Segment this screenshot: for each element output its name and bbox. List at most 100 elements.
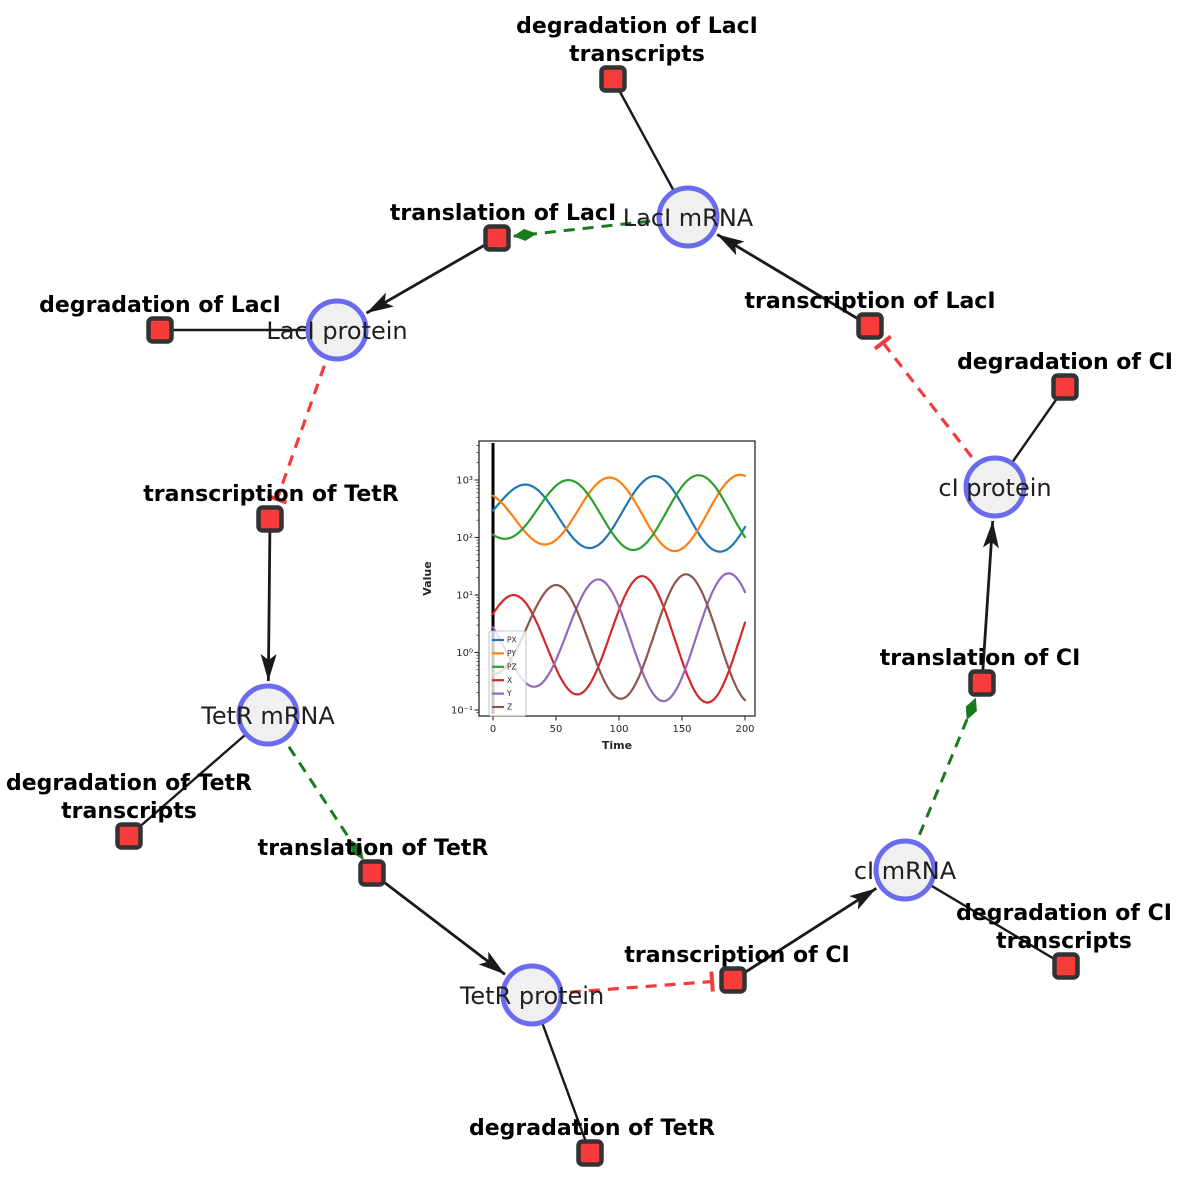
edge-ci_protein-tx_laci (873, 334, 997, 488)
reaction-label-line: transcription of LacI (744, 289, 995, 314)
reaction-label-line: transcripts (569, 42, 705, 67)
y-tick-label: 10³ (456, 476, 473, 487)
y-tick-label: 10⁻¹ (451, 706, 473, 717)
chart-legend: PX PY PZ XYZ (488, 630, 527, 717)
reaction-label-deg_tetr: degradation of TetR (469, 1116, 715, 1141)
reaction-label-line: degradation of LacI (516, 14, 758, 39)
species-label-ci_mrna: cI mRNA (854, 857, 957, 885)
reaction-node-deg_laci: degradation of LacI (39, 293, 281, 344)
reaction-label-deg_laci_tx: degradation of LacI transcripts (516, 14, 758, 67)
reaction-label-line: transcription of TetR (143, 482, 399, 507)
species-node-laci_protein: LacI protein (266, 298, 408, 362)
chart-curves (491, 443, 747, 714)
x-tick-label: 50 (550, 724, 563, 735)
species-label-tetr_protein: TetR protein (459, 982, 604, 1010)
reaction-square-transl_ci (968, 669, 996, 697)
reaction-square-deg_ci (1051, 373, 1079, 401)
reaction-label-transl_ci: translation of CI (880, 646, 1081, 671)
species-label-laci_protein: LacI protein (266, 317, 407, 345)
reaction-nodes-layer: degradation of LacI transcripts translatio… (6, 14, 1173, 1167)
reaction-label-line: degradation of TetR (6, 771, 252, 796)
series-PY-curve (491, 473, 747, 553)
reaction-label-deg_laci: degradation of LacI (39, 293, 281, 318)
edge-ci_mrna-transl_ci (903, 697, 977, 871)
reaction-square-transl_tetr (358, 859, 386, 887)
reaction-node-deg_laci_tx: degradation of LacI transcripts (516, 14, 758, 93)
reaction-label-tx_ci: transcription of CI (624, 943, 849, 968)
series-PX-curve (491, 475, 747, 553)
reaction-square-tx_tetr (256, 505, 284, 533)
x-axis-title: Time (602, 739, 632, 752)
reaction-node-tx_ci: transcription of CI (624, 943, 850, 994)
reaction-label-transl_tetr: translation of TetR (258, 836, 489, 861)
x-tick-label: 200 (735, 724, 754, 735)
edge-transl_laci-laci_protein (365, 236, 498, 315)
species-nodes-layer: LacI mRNA LacI protein cI protein TetR mRNA… (200, 185, 1052, 1027)
reaction-square-transl_laci (483, 224, 511, 252)
y-tick-label: 10¹ (456, 591, 473, 602)
species-label-tetr_mrna: TetR mRNA (200, 702, 335, 730)
reaction-node-tx_laci: transcription of LacI (744, 289, 996, 340)
reaction-label-tx_laci: transcription of LacI (744, 289, 995, 314)
x-tick-label: 150 (672, 724, 691, 735)
reaction-label-line: translation of LacI (390, 201, 616, 226)
reaction-label-line: translation of CI (880, 646, 1081, 671)
series-Y-curve (491, 572, 747, 703)
legend-label-Y: Y (506, 689, 512, 698)
species-circle-ci_protein (963, 455, 1027, 519)
reaction-label-line: translation of TetR (258, 836, 489, 861)
legend-label-PY: PY (507, 649, 516, 658)
legend-label-Z: Z (507, 703, 512, 712)
y-axis-title: Value (421, 561, 434, 595)
edge-transl_ci-ci_protein (980, 520, 999, 684)
reaction-square-deg_ci_tx (1052, 952, 1080, 980)
species-label-ci_protein: cI protein (938, 474, 1051, 502)
reaction-label-line: transcripts (996, 929, 1132, 954)
edge-transl_tetr-tetr_protein (371, 871, 506, 976)
species-circle-tetr_protein (500, 963, 564, 1027)
reaction-label-deg_ci: degradation of CI (957, 350, 1173, 375)
reaction-label-deg_tetr_tx: degradation of TetR transcripts (6, 771, 252, 824)
species-circle-ci_mrna (873, 838, 937, 902)
species-circle-laci_mrna (656, 185, 720, 249)
species-node-ci_protein: cI protein (938, 455, 1052, 519)
reaction-label-line: degradation of CI (956, 901, 1172, 926)
x-tick-label: 0 (490, 724, 496, 735)
reaction-square-deg_tetr (576, 1139, 604, 1167)
x-tick-label: 100 (609, 724, 628, 735)
reaction-square-tx_ci (719, 966, 747, 994)
species-node-ci_mrna: cI mRNA (854, 838, 957, 902)
reaction-node-deg_tetr_tx: degradation of TetR transcripts (6, 771, 252, 850)
reaction-node-transl_tetr: translation of TetR (258, 836, 489, 887)
species-circle-laci_protein (305, 298, 369, 362)
edge-tx_tetr-tetr_mrna (260, 518, 277, 682)
reaction-square-deg_laci_tx (599, 65, 627, 93)
series-Z-curve (491, 573, 747, 702)
species-circle-tetr_mrna (236, 683, 300, 747)
legend-label-X: X (507, 676, 512, 685)
reaction-square-deg_laci (146, 316, 174, 344)
reaction-square-tx_laci (856, 312, 884, 340)
legend-label-PX: PX (507, 636, 517, 645)
species-label-laci_mrna: LacI mRNA (623, 204, 754, 232)
y-tick-label: 10² (456, 533, 473, 544)
reaction-node-tx_tetr: transcription of TetR (143, 482, 399, 533)
reaction-node-deg_ci: degradation of CI (957, 350, 1173, 401)
reaction-label-line: degradation of LacI (39, 293, 281, 318)
reaction-label-transl_laci: translation of LacI (390, 201, 616, 226)
legend-label-PZ: PZ (507, 662, 517, 671)
reaction-node-transl_laci: translation of LacI (390, 201, 616, 252)
reaction-square-deg_tetr_tx (115, 822, 143, 850)
series-X-curve (491, 575, 747, 704)
reaction-label-line: transcription of CI (624, 943, 849, 968)
reaction-label-line: degradation of CI (957, 350, 1173, 375)
species-node-tetr_mrna: TetR mRNA (200, 683, 335, 747)
reaction-label-line: transcripts (61, 799, 197, 824)
reaction-label-line: degradation of TetR (469, 1116, 715, 1141)
legend-box (488, 630, 527, 717)
reaction-label-deg_ci_tx: degradation of CI transcripts (956, 901, 1172, 954)
reaction-label-tx_tetr: transcription of TetR (143, 482, 399, 507)
